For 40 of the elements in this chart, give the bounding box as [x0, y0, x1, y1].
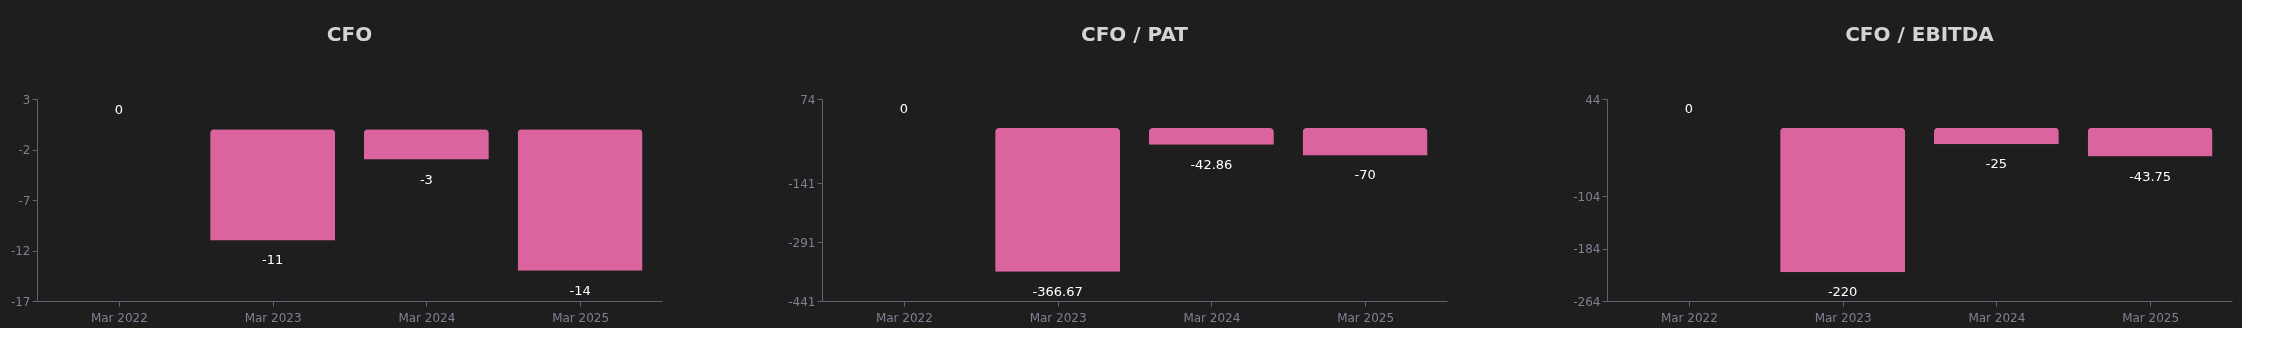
data-label: 0 — [114, 102, 124, 118]
y-tick-label: -264 — [1573, 294, 1601, 309]
y-tick-label: -7 — [18, 193, 31, 208]
y-tick-label: -2 — [18, 143, 31, 157]
data-label: -25 — [1985, 156, 2007, 172]
data-label: -366.67 — [1032, 283, 1083, 299]
x-tick-label: Mar 2022 — [90, 310, 148, 325]
y-tick-label: -104 — [1573, 189, 1601, 204]
y-tick-label: -291 — [788, 235, 816, 250]
x-tick-label: Mar 2022 — [875, 310, 933, 325]
x-tick-label: Mar 2022 — [1660, 310, 1718, 325]
chart-title: CFO — [326, 22, 373, 46]
y-tick-label: -184 — [1573, 242, 1601, 257]
y-tick-label: 74 — [800, 92, 816, 107]
data-label: 0 — [1684, 100, 1694, 116]
data-label: -220 — [1827, 284, 1858, 300]
data-label: -43.75 — [2129, 168, 2172, 184]
data-label: -3 — [419, 171, 433, 187]
chart-title: CFO / PAT — [1081, 22, 1189, 46]
y-tick-label: -17 — [10, 294, 31, 309]
x-tick-label: Mar 2024 — [1183, 310, 1241, 325]
y-tick-label: -141 — [788, 176, 816, 191]
y-tick-label: -441 — [788, 294, 816, 309]
y-tick-label: -12 — [10, 244, 31, 258]
x-tick-label: Mar 2023 — [1029, 310, 1087, 325]
x-tick-label: Mar 2025 — [1337, 310, 1395, 325]
chart-title: CFO / EBITDA — [1845, 22, 1995, 46]
data-label: -70 — [1354, 167, 1376, 183]
y-tick-label: 44 — [1585, 92, 1601, 107]
x-tick-label: Mar 2023 — [244, 310, 302, 325]
x-tick-label: Mar 2023 — [1814, 310, 1872, 325]
data-label: -42.86 — [1190, 156, 1233, 172]
data-label: -11 — [262, 252, 284, 268]
x-tick-label: Mar 2025 — [2122, 310, 2180, 325]
x-tick-label: Mar 2024 — [398, 310, 456, 325]
y-tick-label: 3 — [22, 92, 31, 107]
data-label: 0 — [899, 101, 909, 117]
x-tick-label: Mar 2025 — [552, 310, 610, 325]
x-tick-label: Mar 2024 — [1968, 310, 2026, 325]
data-label: -14 — [569, 282, 591, 298]
